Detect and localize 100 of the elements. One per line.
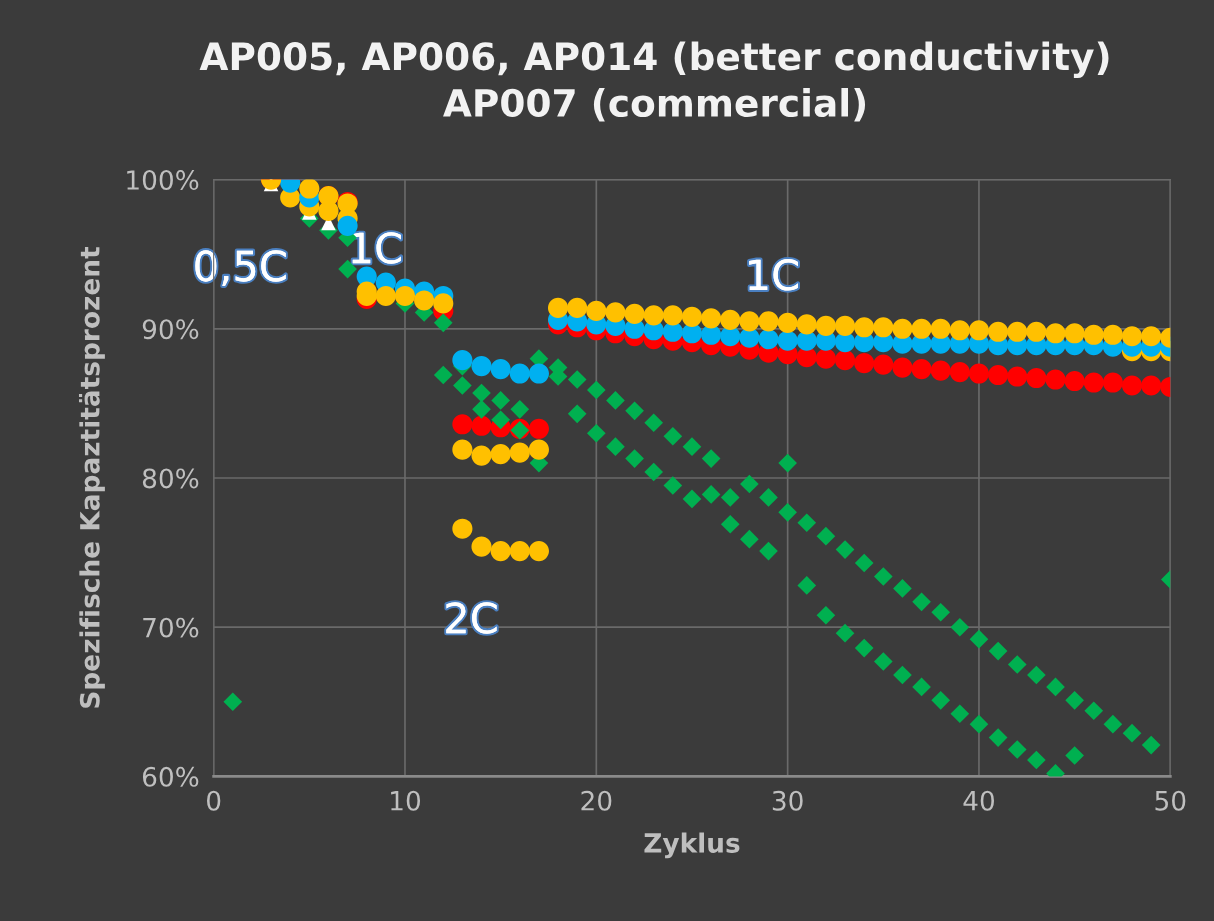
point <box>930 360 951 381</box>
point <box>740 474 759 494</box>
point <box>1045 323 1066 344</box>
point <box>854 638 874 658</box>
point <box>854 553 874 573</box>
point <box>1083 372 1104 393</box>
point <box>644 462 664 482</box>
point <box>394 285 416 307</box>
point <box>873 567 893 586</box>
point <box>1007 366 1028 387</box>
point <box>988 364 1009 386</box>
annotation: 2C <box>446 602 497 634</box>
point <box>893 579 912 598</box>
point <box>490 541 511 562</box>
point <box>490 359 511 380</box>
point <box>949 320 970 341</box>
point <box>701 485 721 504</box>
point <box>586 300 607 321</box>
point <box>567 297 588 318</box>
point <box>1103 714 1123 734</box>
point <box>663 476 683 495</box>
point <box>587 380 606 400</box>
point <box>625 401 644 421</box>
point <box>931 690 951 710</box>
point <box>1121 326 1143 347</box>
point <box>682 489 702 509</box>
point <box>587 423 606 443</box>
point <box>892 318 913 339</box>
point <box>739 311 760 332</box>
point <box>624 303 645 324</box>
point <box>835 540 855 559</box>
point <box>949 362 970 383</box>
point <box>453 376 472 395</box>
point <box>1065 690 1084 710</box>
point <box>414 290 435 311</box>
point <box>433 313 453 333</box>
point <box>797 513 817 533</box>
point <box>720 309 741 330</box>
point <box>625 449 644 468</box>
annotation: 1C <box>352 232 401 264</box>
annotation: 0,5C <box>195 250 286 286</box>
point <box>472 383 491 403</box>
point <box>969 714 989 734</box>
point <box>662 305 683 326</box>
point <box>1007 655 1027 674</box>
point <box>988 321 1009 342</box>
point <box>968 320 990 341</box>
x-axis-title: Zyklus <box>644 832 740 859</box>
point <box>796 314 817 335</box>
point <box>547 297 569 318</box>
point <box>911 318 932 339</box>
point <box>834 315 856 336</box>
point <box>988 641 1008 661</box>
point <box>873 317 894 338</box>
point <box>375 285 396 307</box>
point <box>969 629 989 649</box>
point <box>892 357 913 378</box>
point <box>528 418 549 439</box>
point <box>490 444 511 465</box>
point <box>815 348 836 369</box>
point <box>950 617 970 637</box>
point <box>912 592 931 612</box>
point <box>452 350 473 371</box>
y-tick-label: 70% <box>143 617 199 638</box>
point <box>1046 677 1065 697</box>
point <box>471 536 492 557</box>
point <box>1121 375 1143 396</box>
x-tick-label: 30 <box>772 790 803 811</box>
point <box>701 308 722 329</box>
point <box>778 503 797 522</box>
point <box>893 665 912 685</box>
point <box>606 391 625 410</box>
point <box>815 315 836 336</box>
point <box>567 370 587 389</box>
point <box>681 306 703 327</box>
point <box>968 363 990 384</box>
point <box>509 442 530 463</box>
point <box>1064 370 1085 392</box>
point <box>1027 750 1046 770</box>
point <box>778 453 797 473</box>
point <box>528 541 549 562</box>
y-tick-label: 90% <box>142 319 199 340</box>
point <box>720 514 740 534</box>
point <box>299 179 320 199</box>
point <box>1122 723 1142 743</box>
point <box>471 356 492 377</box>
point <box>759 541 778 561</box>
point <box>1084 701 1104 721</box>
point <box>605 302 626 323</box>
point <box>816 526 836 546</box>
point <box>912 677 931 697</box>
y-tick-label: 100% <box>127 170 199 190</box>
point <box>759 488 778 507</box>
point <box>567 404 587 424</box>
point <box>854 353 875 374</box>
point <box>491 391 510 410</box>
y-axis-title: Spezifische Kapaztitätsprozent <box>78 246 105 708</box>
point <box>1065 746 1084 765</box>
point <box>777 312 798 333</box>
point <box>720 488 740 507</box>
